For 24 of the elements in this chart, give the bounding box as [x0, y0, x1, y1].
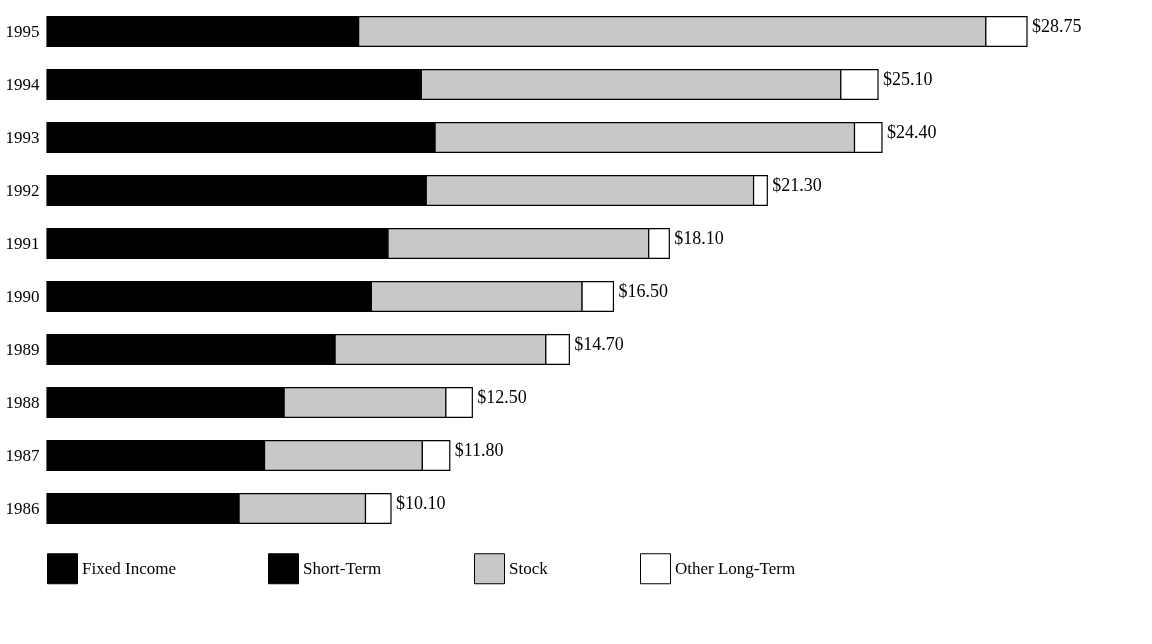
- annotation: $12.50: [477, 386, 527, 407]
- annotation: $18.10: [674, 227, 724, 248]
- annotation: $16.50: [618, 280, 668, 301]
- annotation: $28.75: [1032, 15, 1082, 36]
- annotation: $10.10: [395, 492, 446, 513]
- y-tick-label: 1991: [5, 233, 40, 253]
- legend-label: Other Long-Term: [675, 558, 796, 578]
- y-tick-label: 1987: [5, 445, 40, 465]
- y-tick-label: 1992: [5, 180, 40, 200]
- y-tick-label: 1993: [5, 127, 40, 147]
- annotation: $14.70: [574, 333, 624, 354]
- annotation: $24.40: [886, 121, 937, 142]
- annotation: $21.30: [772, 174, 822, 195]
- y-tick-label: 1995: [5, 21, 40, 41]
- y-tick-label: 1989: [5, 339, 40, 359]
- y-tick-label: 1990: [5, 286, 40, 306]
- annotation: $11.80: [454, 439, 504, 460]
- legend-label: Short-Term: [303, 558, 382, 578]
- y-tick-label: 1988: [5, 392, 40, 412]
- annotation: $25.10: [883, 68, 933, 89]
- y-tick-label: 1994: [5, 74, 40, 94]
- y-tick-label: 1986: [5, 498, 40, 518]
- legend-label: Stock: [509, 558, 549, 578]
- legend-label: Fixed Income: [82, 558, 176, 578]
